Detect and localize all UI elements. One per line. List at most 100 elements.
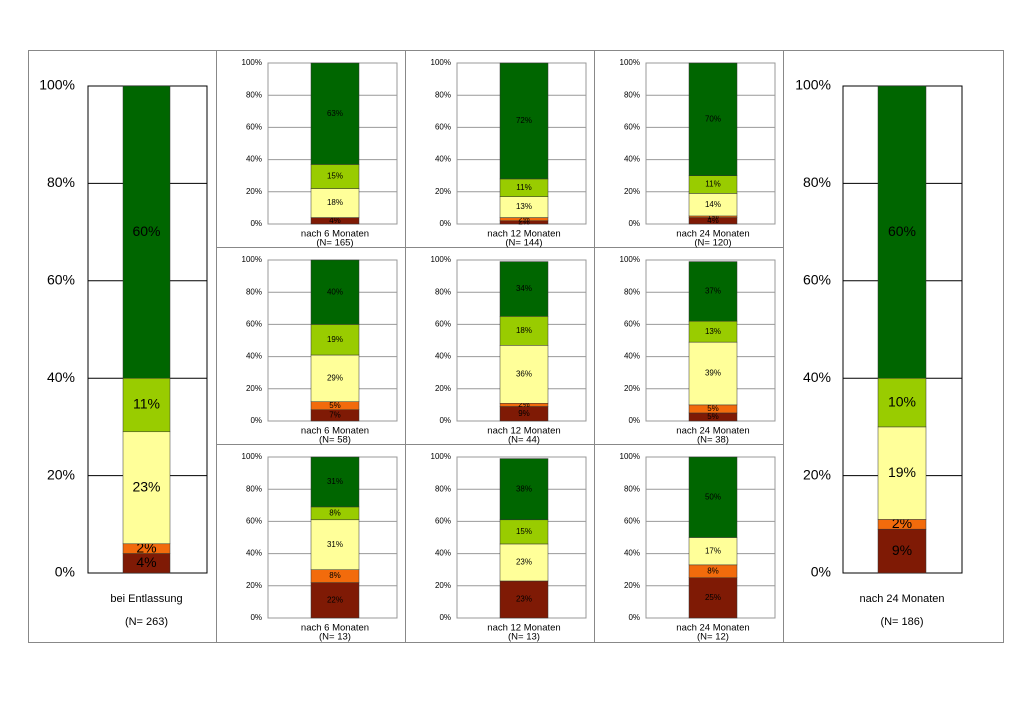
- y-tick-label: 100%: [620, 58, 640, 67]
- y-tick-label: 0%: [439, 613, 451, 622]
- y-tick-label: 100%: [431, 58, 451, 67]
- value-label: 9%: [892, 542, 912, 558]
- y-tick-label: 60%: [435, 123, 451, 132]
- y-tick-label: 60%: [803, 272, 831, 288]
- y-tick-label: 80%: [624, 287, 640, 296]
- value-label: 8%: [329, 571, 341, 580]
- value-label: 9%: [518, 409, 530, 418]
- value-label: 15%: [327, 172, 343, 181]
- x-category-label: nach 6 Monaten: [301, 229, 369, 240]
- y-tick-label: 20%: [435, 384, 451, 393]
- y-tick-label: 100%: [431, 452, 451, 461]
- y-tick-label: 100%: [795, 77, 831, 93]
- bar-segment: [499, 458, 549, 521]
- bar-segment: [499, 62, 549, 180]
- x-category-label: nach 12 Monaten: [487, 229, 560, 240]
- bar-segment: [688, 261, 738, 322]
- y-tick-label: 100%: [242, 452, 262, 461]
- y-tick-label: 100%: [39, 77, 75, 93]
- x-category-label: bei Entlassung: [110, 593, 182, 605]
- n-label: (N= 13): [508, 632, 540, 643]
- y-tick-label: 80%: [435, 90, 451, 99]
- y-tick-label: 0%: [628, 219, 640, 228]
- y-tick-label: 80%: [803, 174, 831, 190]
- y-tick-label: 40%: [624, 549, 640, 558]
- value-label: 34%: [516, 284, 532, 293]
- bar-segment: [310, 519, 360, 570]
- bar-segment: [688, 456, 738, 538]
- y-tick-label: 80%: [246, 90, 262, 99]
- y-tick-label: 40%: [435, 155, 451, 164]
- value-label: 8%: [707, 566, 719, 575]
- bar-segment: [499, 261, 549, 317]
- y-tick-label: 0%: [439, 416, 451, 425]
- y-tick-label: 20%: [803, 466, 831, 482]
- value-label: 2%: [518, 400, 530, 409]
- n-label: (N= 165): [316, 238, 353, 249]
- y-tick-label: 80%: [624, 484, 640, 493]
- bar-segment: [688, 537, 738, 566]
- bar-segment: [499, 316, 549, 346]
- bar-segment: [688, 62, 738, 176]
- n-label: (N= 12): [697, 632, 729, 643]
- value-label: 4%: [707, 216, 719, 225]
- x-category-label: nach 24 Monaten: [859, 593, 944, 605]
- value-label: 72%: [516, 116, 532, 125]
- value-label: 4%: [136, 554, 156, 570]
- value-label: 2%: [518, 217, 530, 226]
- y-tick-label: 80%: [246, 484, 262, 493]
- value-label: 23%: [132, 478, 160, 494]
- y-tick-label: 80%: [435, 287, 451, 296]
- bar-segment: [310, 62, 360, 165]
- bar-segment: [310, 582, 360, 619]
- value-label: 17%: [705, 546, 721, 555]
- bar-segment: [310, 456, 360, 508]
- value-label: 19%: [327, 335, 343, 344]
- y-tick-label: 0%: [628, 613, 640, 622]
- y-tick-label: 20%: [47, 466, 75, 482]
- outer-frame: [28, 50, 1004, 643]
- y-tick-label: 0%: [250, 416, 262, 425]
- value-label: 39%: [705, 369, 721, 378]
- n-label: (N= 186): [880, 616, 923, 628]
- y-tick-label: 0%: [250, 613, 262, 622]
- panel-dividers: [216, 50, 784, 642]
- y-tick-label: 60%: [624, 320, 640, 329]
- y-tick-label: 60%: [624, 517, 640, 526]
- y-tick-label: 0%: [439, 219, 451, 228]
- bar-segment: [877, 426, 927, 520]
- value-label: 60%: [132, 223, 160, 239]
- value-label: 13%: [705, 327, 721, 336]
- y-tick-label: 0%: [811, 564, 831, 580]
- y-tick-label: 40%: [435, 352, 451, 361]
- value-label: 31%: [327, 477, 343, 486]
- y-tick-label: 40%: [246, 155, 262, 164]
- y-tick-label: 100%: [242, 58, 262, 67]
- y-tick-label: 20%: [435, 581, 451, 590]
- value-label: 5%: [329, 401, 341, 410]
- y-tick-label: 100%: [431, 255, 451, 264]
- x-category-label: nach 24 Monaten: [676, 623, 749, 634]
- y-tick-label: 80%: [624, 90, 640, 99]
- value-label: 1%: [707, 212, 719, 221]
- x-category-label: nach 12 Monaten: [487, 623, 560, 634]
- bar-segment: [499, 345, 549, 404]
- value-label: 18%: [516, 326, 532, 335]
- bar-segment: [499, 543, 549, 582]
- value-label: 13%: [516, 202, 532, 211]
- y-tick-label: 20%: [246, 581, 262, 590]
- x-category-label: nach 12 Monaten: [487, 426, 560, 437]
- x-category-label: nach 24 Monaten: [676, 229, 749, 240]
- bar-segment: [122, 431, 171, 545]
- y-tick-label: 40%: [246, 352, 262, 361]
- bar-segment: [877, 85, 927, 379]
- y-tick-label: 0%: [55, 564, 75, 580]
- value-label: 63%: [327, 109, 343, 118]
- value-label: 70%: [705, 114, 721, 123]
- bar-segment: [310, 164, 360, 189]
- y-tick-label: 20%: [624, 384, 640, 393]
- value-label: 5%: [707, 404, 719, 413]
- y-tick-label: 40%: [47, 369, 75, 385]
- value-label: 15%: [516, 527, 532, 536]
